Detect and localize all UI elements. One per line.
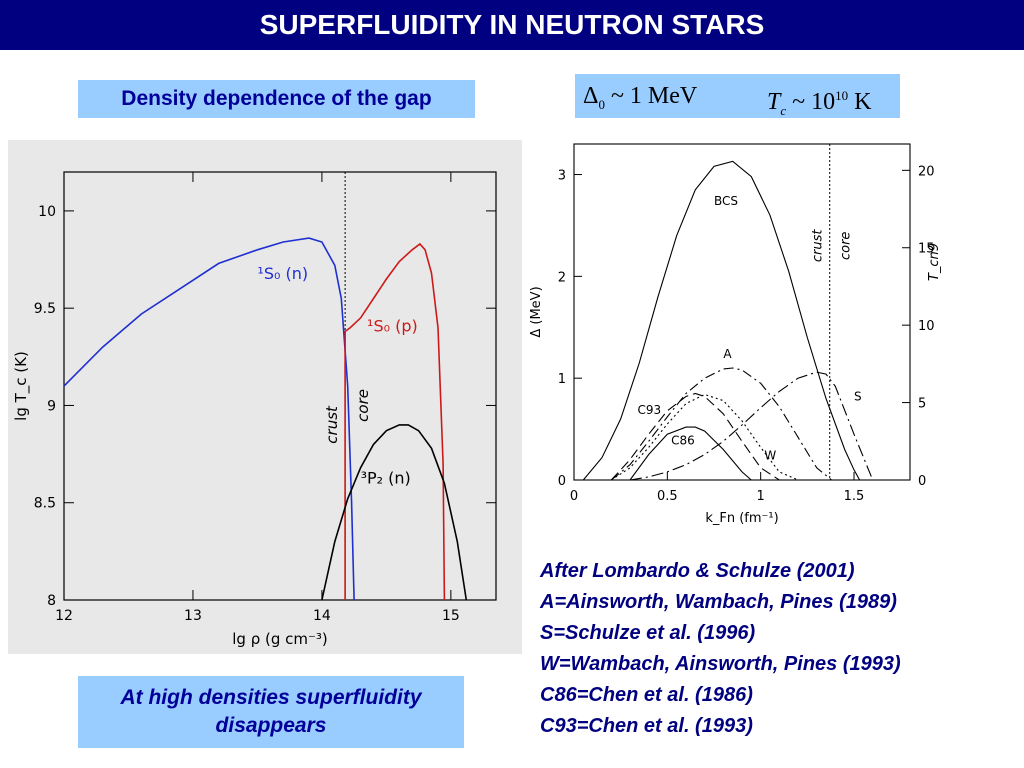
y-tick-label: 1 <box>558 372 566 387</box>
y-right-tick-label: 15 <box>918 242 935 257</box>
y-right-tick-label: 10 <box>918 319 935 334</box>
x-tick-label: 13 <box>184 608 202 624</box>
series-label: C86 <box>671 433 695 447</box>
reference-item: W=Wambach, Ainsworth, Pines (1993) <box>540 653 901 675</box>
x-tick-label: 0.5 <box>657 489 678 504</box>
series-line <box>344 242 446 601</box>
y-tick-label: 8.5 <box>34 496 56 512</box>
reference-item: C93=Chen et al. (1993) <box>540 715 753 737</box>
series-label: S <box>854 390 862 404</box>
series-label: ¹S₀ (n) <box>257 264 308 283</box>
y-right-axis-label: T_cn9 <box>927 243 942 281</box>
references-list: After Lombardo & Schulze (2001) A=Ainswo… <box>540 556 1020 742</box>
y-axis-label: lg T_c (K) <box>12 351 31 421</box>
x-tick-label: 15 <box>442 608 460 624</box>
x-axis-label: lg ρ (g cm⁻³) <box>232 630 328 648</box>
series-label: C93 <box>637 403 661 417</box>
y-tick-label: 8 <box>47 593 56 609</box>
series-label: BCS <box>714 194 738 208</box>
x-tick-label: 1 <box>757 489 765 504</box>
series-label: ³P₂ (n) <box>361 468 411 487</box>
density-gap-chart: 12 13 14 15 8 8.5 9 9.5 10 crust core ¹S₀ (n) ¹S₀ (p… <box>12 171 497 648</box>
series-line <box>629 371 874 481</box>
x-tick-label: 0 <box>570 489 578 504</box>
page-title: SUPERFLUIDITY IN NEUTRON STARS <box>0 0 1024 50</box>
gap-density-label: Density dependence of the gap <box>78 80 475 118</box>
y-tick-label: 9 <box>47 398 56 414</box>
series-label: W <box>764 449 776 463</box>
series-line <box>610 392 784 481</box>
y-tick-label: 2 <box>558 270 566 285</box>
x-tick-label: 1.5 <box>844 489 865 504</box>
reference-item: A=Ainsworth, Wambach, Pines (1989) <box>540 591 897 613</box>
y-tick-label: 0 <box>558 474 566 489</box>
crust-annotation: crust <box>323 405 341 444</box>
high-density-note: At high densities superfluidity disappea… <box>78 676 464 748</box>
x-axis-label: k_Fn (fm⁻¹) <box>705 511 778 526</box>
y-tick-label: 10 <box>38 204 56 220</box>
core-annotation: core <box>839 232 854 260</box>
reference-item: C86=Chen et al. (1986) <box>540 684 753 706</box>
core-annotation: core <box>354 389 372 422</box>
series-line <box>63 237 355 601</box>
delta-formula: Δ0 ~ 1 MeV <box>583 83 698 112</box>
series-label: ¹S₀ (p) <box>367 317 418 336</box>
left-chart-panel: 12 13 14 15 8 8.5 9 9.5 10 crust core ¹S₀ (n) ¹S₀ (p… <box>8 140 522 654</box>
y-axis-label: Δ (MeV) <box>529 286 544 337</box>
reference-item: After Lombardo & Schulze (2001) <box>540 560 855 582</box>
series-line <box>610 393 799 481</box>
right-chart-panel: 0 0.5 1 1.5 0 1 2 3 0 5 10 15 20 crust core BCS A C93 W C86… <box>522 130 952 550</box>
kf-gap-chart: 0 0.5 1 1.5 0 1 2 3 0 5 10 15 20 crust core BCS A C93 W C86… <box>529 143 942 526</box>
x-tick-label: 14 <box>313 608 331 624</box>
gap-formula: Δ0 ~ 1 MeV Tc ~ 1010 K <box>575 74 900 118</box>
series-line <box>582 160 861 481</box>
series-line <box>610 367 832 481</box>
y-tick-label: 9.5 <box>34 301 56 317</box>
crust-annotation: crust <box>811 229 826 263</box>
y-right-tick-label: 5 <box>918 397 926 412</box>
series-line <box>629 426 752 481</box>
plot-frame <box>573 143 911 481</box>
y-right-tick-label: 20 <box>918 164 935 179</box>
tc-formula: Tc ~ 1010 K <box>767 88 872 118</box>
plot-frame <box>63 171 497 601</box>
reference-item: S=Schulze et al. (1996) <box>540 622 756 644</box>
series-line <box>321 424 468 601</box>
y-tick-label: 3 <box>558 169 566 184</box>
y-right-tick-label: 0 <box>918 474 926 489</box>
series-label: A <box>723 347 732 361</box>
x-tick-label: 12 <box>55 608 73 624</box>
